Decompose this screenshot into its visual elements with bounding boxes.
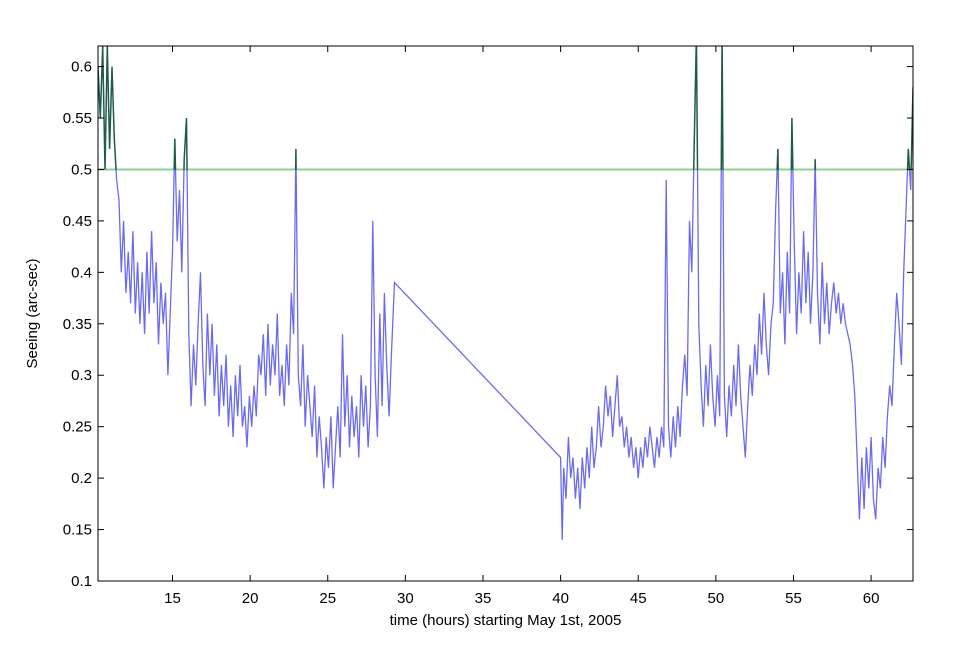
y-tick-label: 0.5 — [71, 161, 92, 178]
plot-area — [98, 46, 913, 540]
x-tick-label: 55 — [785, 590, 802, 607]
x-axis-label: time (hours) starting May 1st, 2005 — [390, 612, 622, 629]
y-tick-label: 0.25 — [63, 419, 92, 436]
y-tick-label: 0.2 — [71, 470, 92, 487]
x-tick-label: 20 — [242, 590, 259, 607]
x-tick-label: 45 — [630, 590, 647, 607]
x-tick-label: 50 — [708, 590, 725, 607]
x-tick-label: 40 — [552, 590, 569, 607]
x-axis-ticks: 15 20 25 30 35 40 45 50 55 60 — [164, 46, 879, 607]
x-tick-label: 60 — [863, 590, 880, 607]
seeing-series-line — [104, 169, 912, 540]
y-tick-label: 0.35 — [63, 316, 92, 333]
y-axis-ticks: 0.1 0.15 0.2 0.25 0.3 0.35 0.4 0.45 0.5 0.55 0.6 — [63, 59, 913, 590]
x-tick-label: 35 — [475, 590, 492, 607]
x-tick-label: 30 — [397, 590, 414, 607]
y-tick-label: 0.55 — [63, 110, 92, 127]
x-tick-label: 25 — [319, 590, 336, 607]
y-tick-label: 0.45 — [63, 213, 92, 230]
y-tick-label: 0.3 — [71, 367, 92, 384]
y-tick-label: 0.1 — [71, 573, 92, 590]
axes-frame — [97, 45, 914, 582]
x-tick-label: 15 — [164, 590, 181, 607]
y-axis-label: Seeing (arc-sec) — [24, 258, 41, 368]
y-tick-label: 0.6 — [71, 59, 92, 76]
y-tick-label: 0.4 — [71, 264, 92, 281]
y-tick-label: 0.15 — [63, 522, 92, 539]
